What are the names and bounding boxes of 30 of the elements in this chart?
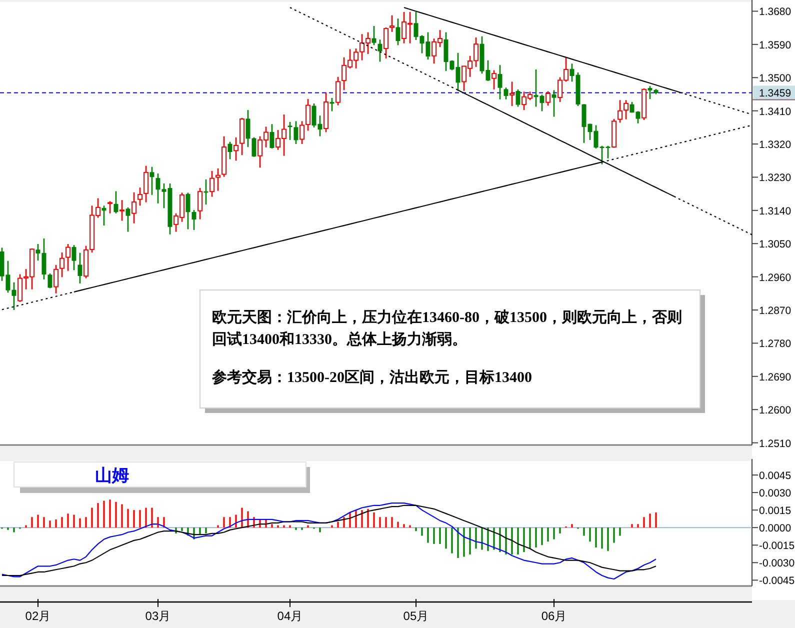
x-tick-label: 04月 bbox=[277, 609, 303, 623]
y-tick-label: 1.3500 bbox=[759, 72, 792, 85]
y-tick-label: 0.0045 bbox=[759, 470, 792, 482]
y-tick-label: 1.2870 bbox=[759, 304, 792, 317]
y-tick-label: 1.3140 bbox=[759, 205, 792, 218]
y-tick-label: 1.3590 bbox=[759, 39, 792, 52]
y-tick-label: 1.3410 bbox=[759, 106, 792, 118]
y-tick-label: 1.2960 bbox=[759, 272, 792, 284]
annotation: 山姆 bbox=[95, 466, 129, 485]
x-tick-label: 03月 bbox=[145, 609, 171, 623]
annotation: 参考交易：13500-20区间，沽出欧元，目标13400 bbox=[211, 368, 532, 386]
x-tick-label: 02月 bbox=[25, 609, 51, 623]
y-tick-label: 1.2690 bbox=[759, 371, 792, 384]
y-tick-label: 1.2600 bbox=[759, 404, 792, 417]
y-tick-label: 1.3230 bbox=[759, 172, 792, 184]
y-tick-label: 1.2510 bbox=[759, 438, 792, 450]
y-tick-label: 1.3680 bbox=[759, 6, 792, 18]
y-tick-label: 0.0030 bbox=[759, 488, 792, 500]
x-tick-label: 06月 bbox=[541, 609, 567, 623]
y-tick-label: 1.2780 bbox=[759, 338, 792, 350]
x-tick-label: 05月 bbox=[403, 609, 429, 623]
ref-line-label: 1.3459 bbox=[759, 88, 792, 100]
y-tick-label: 1.3320 bbox=[759, 139, 792, 152]
y-tick-label: -0.0015 bbox=[759, 540, 795, 552]
y-tick-label: 0.0015 bbox=[759, 505, 792, 518]
y-tick-label: -0.0030 bbox=[759, 558, 795, 570]
y-tick-label: -0.0045 bbox=[759, 575, 795, 588]
y-tick-label: 0.0000 bbox=[759, 522, 792, 535]
y-tick-label: 1.3050 bbox=[759, 238, 792, 251]
annotation: 欧元天图：汇价向上，压力位在13460-80，破13500，则欧元向上，否则回试13400和13330。总体上扬力渐弱。 bbox=[212, 309, 682, 348]
